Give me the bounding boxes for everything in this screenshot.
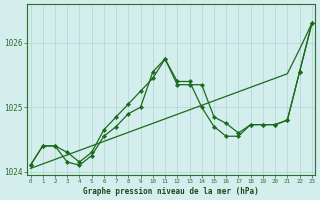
X-axis label: Graphe pression niveau de la mer (hPa): Graphe pression niveau de la mer (hPa) (83, 187, 259, 196)
